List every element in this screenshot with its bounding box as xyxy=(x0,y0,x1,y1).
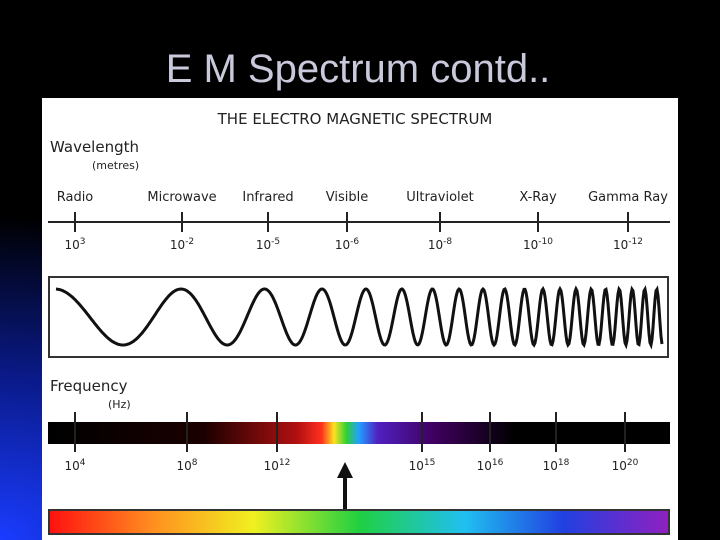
power-base: 10 xyxy=(428,238,443,252)
frequency-value: 1016 xyxy=(477,458,504,473)
frequency-value: 108 xyxy=(176,458,197,473)
wavelength-value: 10-10 xyxy=(523,237,553,252)
power-exponent: 20 xyxy=(627,458,639,468)
power-exponent: -12 xyxy=(628,237,643,247)
band-name: Ultraviolet xyxy=(406,190,474,205)
power-exponent: 4 xyxy=(80,458,86,468)
power-base: 10 xyxy=(409,459,424,473)
wavelength-value: 10-8 xyxy=(428,237,453,252)
power-base: 10 xyxy=(64,238,79,252)
wavelength-value: 10-5 xyxy=(256,237,280,252)
band-name: Visible xyxy=(326,190,368,205)
wavelength-unit: (metres) xyxy=(92,159,139,172)
slide-title: E M Spectrum contd.. xyxy=(166,47,551,91)
frequency-value: 1018 xyxy=(543,458,570,473)
power-base: 10 xyxy=(523,238,538,252)
wavelength-value: 10-12 xyxy=(613,237,643,252)
frequency-value: 1012 xyxy=(264,458,291,473)
power-exponent: 8 xyxy=(192,458,198,468)
power-exponent: -2 xyxy=(185,237,194,247)
arrow-head xyxy=(337,462,353,478)
dynamic-layer: Radio103Microwave10-2Infrared10-5Visible… xyxy=(57,190,669,473)
diagram-title: THE ELECTRO MAGNETIC SPECTRUM xyxy=(217,110,493,128)
power-base: 10 xyxy=(612,459,627,473)
power-base: 10 xyxy=(264,459,279,473)
band-name: Radio xyxy=(57,190,94,205)
power-exponent: 3 xyxy=(80,237,86,247)
power-base: 10 xyxy=(613,238,628,252)
wave xyxy=(55,285,664,350)
power-exponent: -8 xyxy=(443,237,452,247)
power-exponent: 16 xyxy=(492,458,504,468)
power-base: 10 xyxy=(335,238,350,252)
band-name: X-Ray xyxy=(519,190,557,205)
wavelength-value: 103 xyxy=(64,237,85,252)
band-name: Gamma Ray xyxy=(588,190,668,205)
power-exponent: 12 xyxy=(279,458,290,468)
power-base: 10 xyxy=(256,238,271,252)
spectrum-bar xyxy=(48,422,670,444)
wavelength-value: 10-2 xyxy=(170,237,194,252)
power-exponent: 15 xyxy=(424,458,435,468)
power-base: 10 xyxy=(176,459,191,473)
visible-spectrum-bar xyxy=(48,509,670,535)
power-base: 10 xyxy=(64,459,79,473)
power-exponent: 18 xyxy=(558,458,570,468)
frequency-label: Frequency xyxy=(50,377,128,395)
band-name: Infrared xyxy=(242,190,293,205)
power-base: 10 xyxy=(170,238,185,252)
frequency-value: 1015 xyxy=(409,458,436,473)
band-name: Microwave xyxy=(147,190,216,205)
wavelength-value: 10-6 xyxy=(335,237,360,252)
power-exponent: -5 xyxy=(271,237,280,247)
frequency-unit: (Hz) xyxy=(108,398,131,411)
power-exponent: -6 xyxy=(350,237,359,247)
power-base: 10 xyxy=(543,459,558,473)
power-exponent: -10 xyxy=(538,237,553,247)
frequency-value: 1020 xyxy=(612,458,639,473)
power-base: 10 xyxy=(477,459,492,473)
wavelength-label: Wavelength xyxy=(50,138,139,156)
frequency-value: 104 xyxy=(64,458,85,473)
wave-box xyxy=(48,276,669,358)
